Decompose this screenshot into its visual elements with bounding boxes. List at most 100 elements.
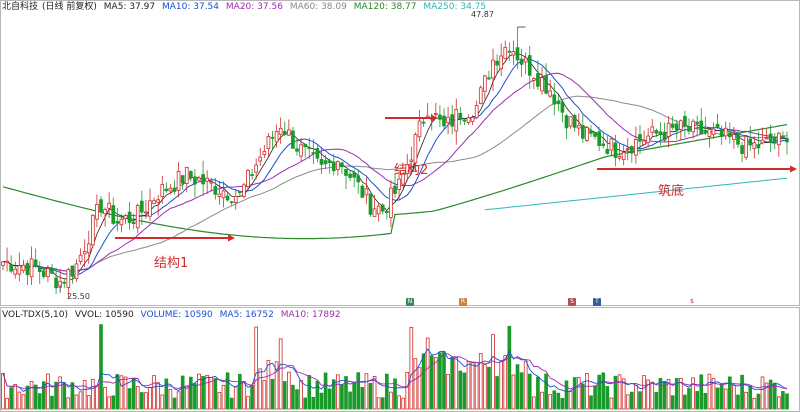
candle-body [99, 199, 103, 213]
volume-bar [352, 382, 356, 410]
candle-body [630, 146, 634, 154]
volume-bar [462, 372, 467, 410]
volume-bar [29, 381, 34, 410]
event-marker-icon[interactable]: N [406, 298, 414, 306]
candle-body [103, 209, 107, 215]
price-header: 北自科技 (日线 前复权) MA5: 37.97 MA10: 37.54 MA20… [2, 1, 490, 13]
candle-body [327, 160, 332, 164]
event-marker-icon[interactable]: S [568, 298, 576, 306]
volume-bar [103, 386, 107, 410]
volume-bar [719, 384, 724, 410]
candle-body [728, 132, 732, 138]
candle-body [352, 172, 356, 178]
candle-body [781, 135, 785, 138]
volume-bar [189, 376, 193, 410]
candle-body [54, 277, 58, 289]
candle-body [299, 144, 303, 157]
candle-body [413, 134, 418, 164]
ma60-line [2, 95, 788, 272]
candle-body [605, 148, 610, 154]
volume-bar [319, 392, 324, 410]
volume-bar [278, 338, 283, 410]
volume-bar [777, 396, 781, 410]
event-marker-icon[interactable]: R [459, 298, 467, 306]
candle-body [189, 171, 193, 178]
volume-bar [617, 374, 622, 410]
structure-2-arrow-head [431, 114, 438, 122]
candle-body [246, 170, 250, 188]
volume-bar [683, 394, 687, 410]
volume-bar [703, 393, 708, 410]
volume-bar [164, 378, 169, 410]
ma60-label: MA60: 38.09 [289, 2, 347, 12]
annotation-structure-2: 结构2 [394, 163, 429, 178]
candle-body [21, 264, 26, 271]
candle-body [291, 130, 295, 149]
candle-body [160, 184, 165, 197]
volume-bar [748, 385, 753, 410]
volume-bar [107, 396, 111, 410]
volume-bar [205, 374, 209, 410]
candle-body [356, 175, 361, 183]
volume-bar [262, 380, 267, 410]
volume-bar [568, 391, 573, 410]
volume-bar [95, 385, 99, 410]
volume-bar [752, 397, 757, 410]
candle-body [270, 136, 275, 139]
candle-body [42, 270, 46, 277]
candle-body [491, 59, 495, 79]
volume-bar [140, 392, 144, 410]
ma10-label: MA10: 37.54 [161, 2, 220, 12]
candle-body [417, 120, 422, 138]
candle-body [515, 47, 520, 61]
volume-bar [442, 351, 446, 410]
volume-bar [772, 382, 777, 410]
candle-body [695, 121, 699, 124]
candle-body [197, 177, 201, 181]
volume-bar [1, 372, 5, 410]
volume-bar [17, 391, 22, 410]
candle-body [91, 214, 95, 246]
event-marker-icon[interactable]: T [593, 298, 601, 306]
volume-bar [242, 380, 246, 410]
candle-body [397, 178, 401, 190]
volume-bar [127, 388, 132, 410]
volume-bar [536, 376, 540, 410]
candle-body [266, 136, 271, 150]
volume-bar [229, 397, 234, 410]
volume-bar [91, 378, 95, 410]
candle-body [131, 221, 136, 224]
candle-body [258, 156, 263, 162]
volume-bar [385, 373, 389, 410]
volume-bar [625, 394, 630, 410]
volume-bar [360, 387, 365, 410]
ma120-label: MA120: 38.77 [353, 2, 417, 12]
candle-body [548, 90, 552, 97]
candle-body [703, 129, 708, 134]
candle-body [5, 260, 9, 263]
volume-bar [37, 393, 42, 410]
candle-body [13, 268, 18, 275]
volume-bar [348, 391, 352, 410]
volume-bar [246, 396, 250, 410]
volume-bar [331, 379, 336, 410]
candle-body [519, 58, 524, 65]
volume-bar [33, 384, 38, 410]
candle-body [115, 220, 120, 224]
volume-bar [634, 384, 638, 410]
candle-body [674, 123, 679, 131]
volume-bar [50, 395, 54, 410]
candle-body [576, 125, 581, 129]
candle-body [679, 120, 683, 131]
candle-body [662, 131, 667, 141]
vol-ma5-label: MA5: 16752 [219, 310, 274, 320]
volume-bar [478, 353, 483, 410]
candle-body [62, 281, 67, 284]
volume-bar [299, 379, 303, 410]
candle-body [544, 75, 548, 94]
event-marker-icon[interactable]: $ [690, 298, 694, 305]
candle-body [213, 186, 218, 195]
candle-body [593, 131, 597, 137]
candle-body [585, 127, 589, 141]
volume-bar [115, 374, 120, 410]
